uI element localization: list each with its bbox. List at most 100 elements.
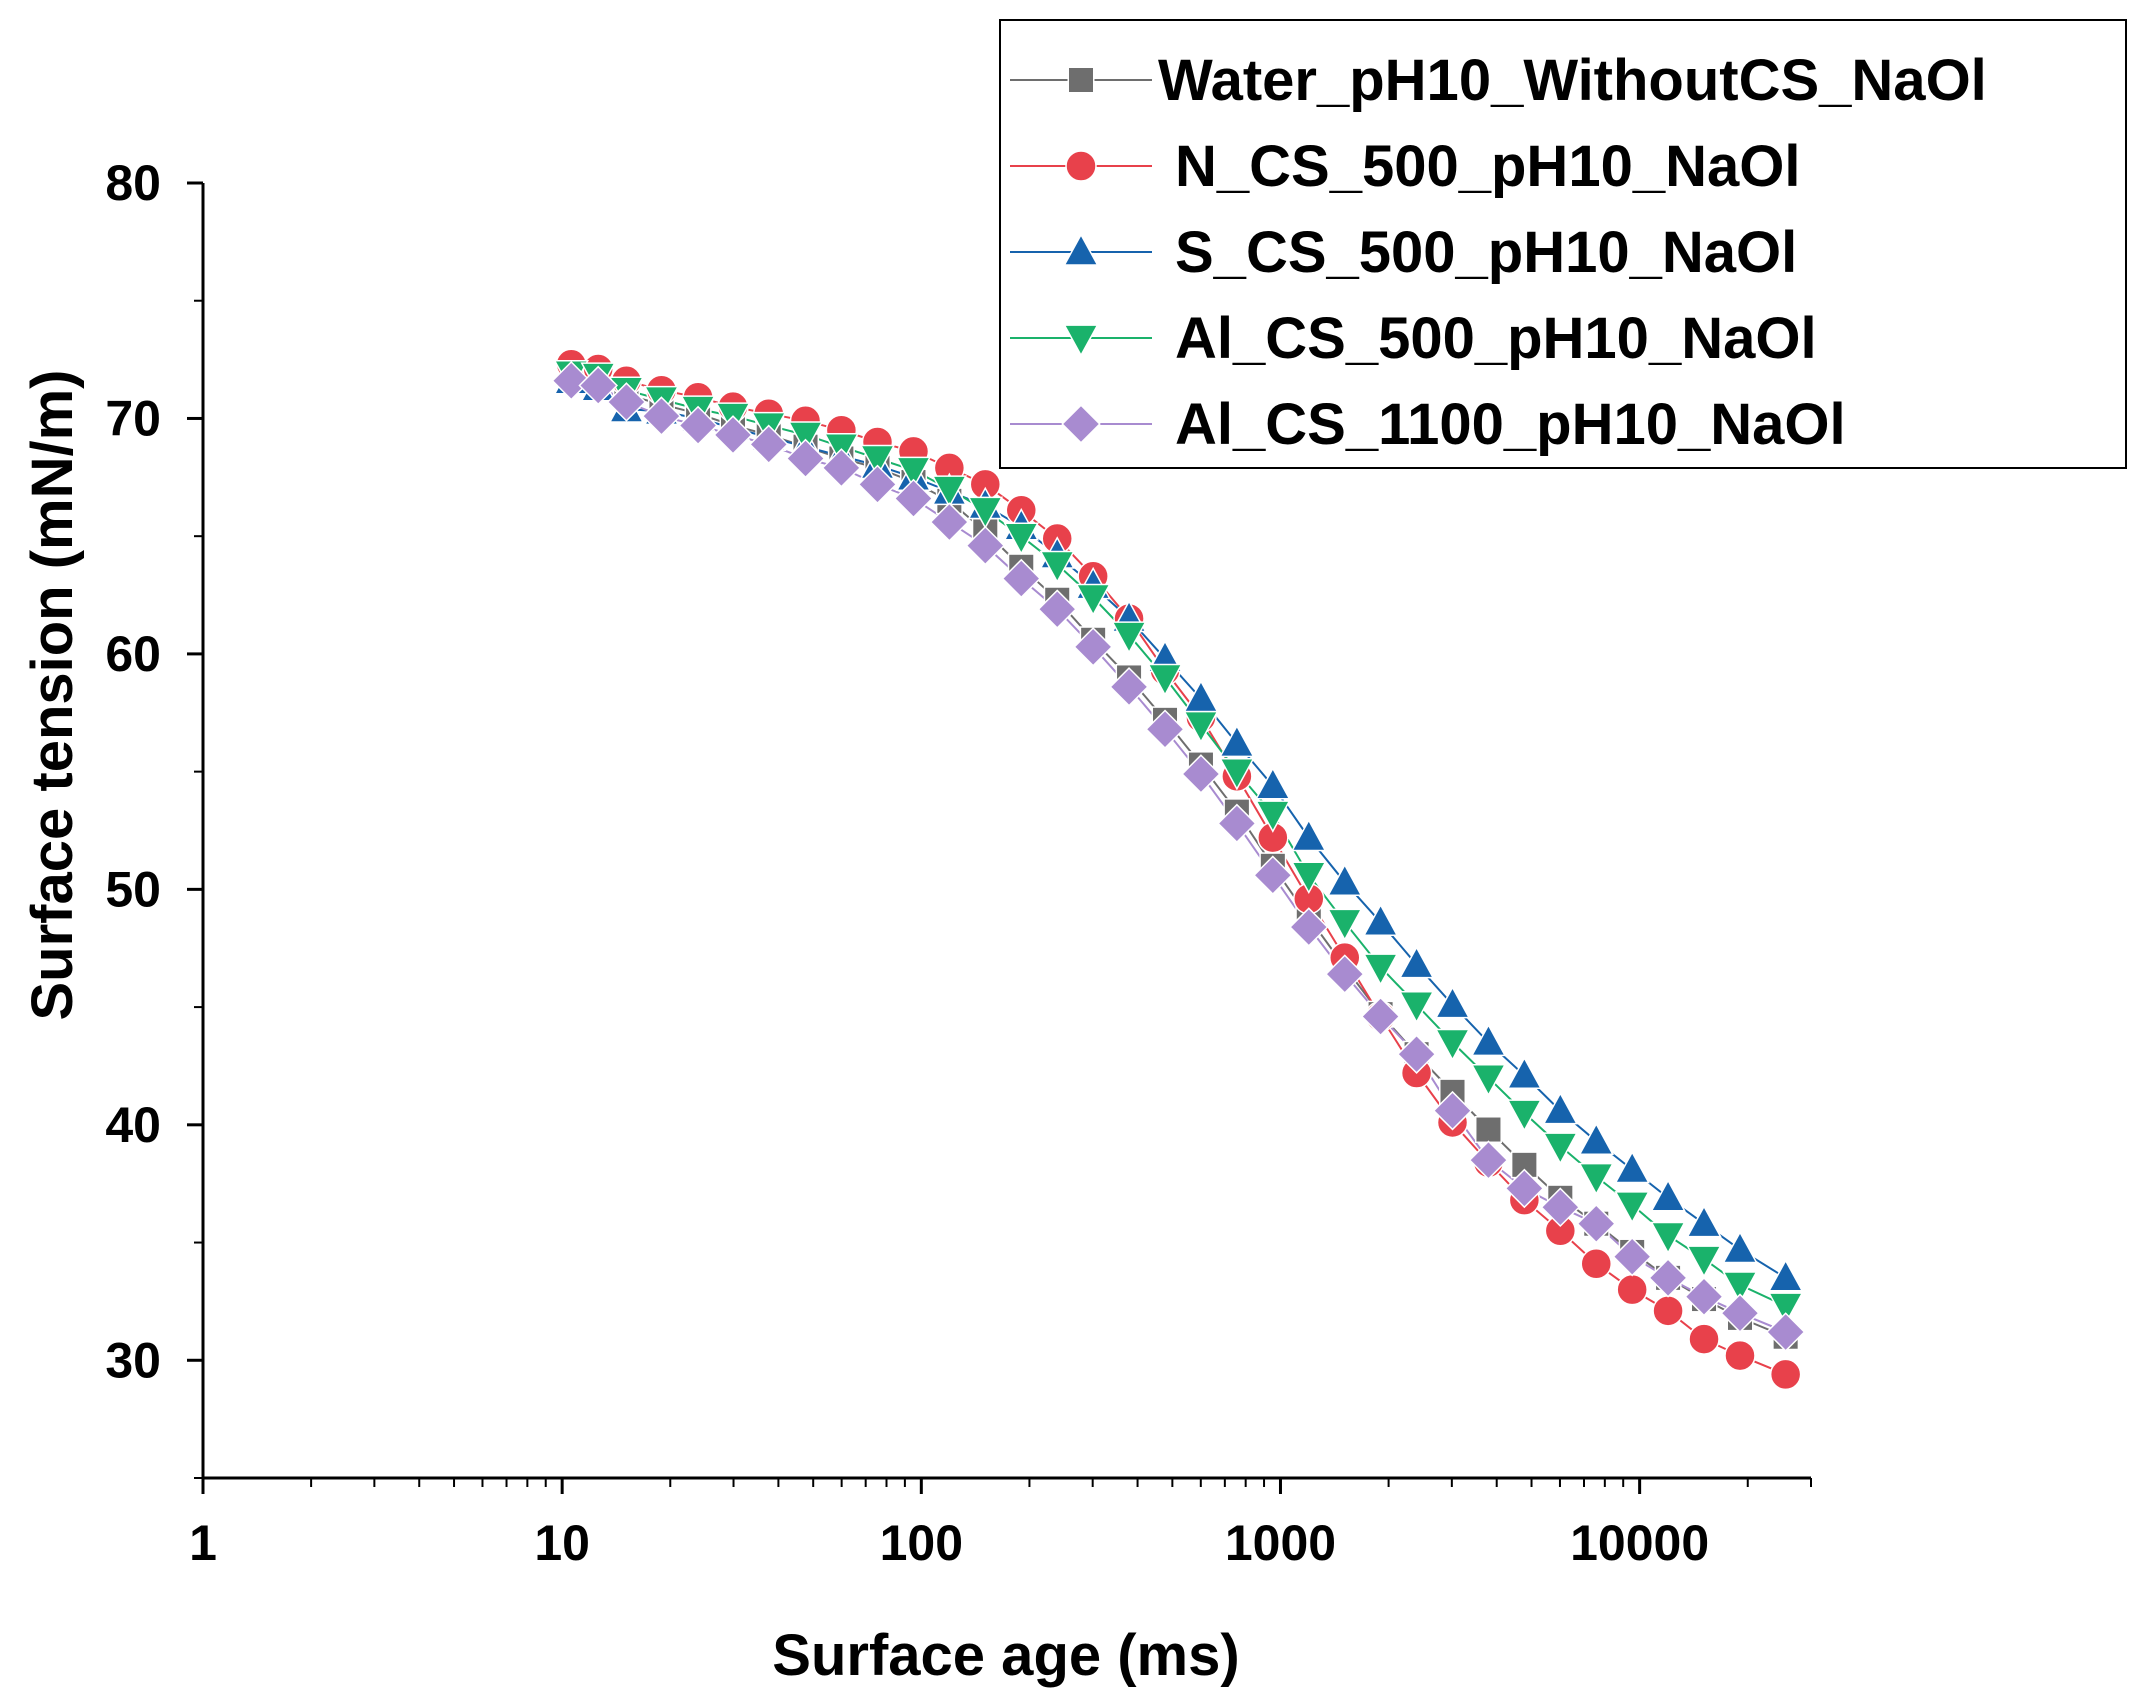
y-tick-label: 40 xyxy=(105,1097,161,1153)
data-point xyxy=(1145,709,1185,750)
data-point xyxy=(929,502,970,542)
data-point xyxy=(1183,710,1219,744)
legend-item: Water_pH10_WithoutCS_NaOl xyxy=(1010,48,1987,113)
data-point xyxy=(1767,1292,1804,1325)
data-point xyxy=(1219,757,1255,791)
axes: 1 10 100 1000 10000 30 40 50 60 70 80 xyxy=(105,155,1812,1571)
data-point xyxy=(1398,945,1435,979)
legend-marker xyxy=(1063,324,1099,357)
y-tick-label: 80 xyxy=(105,155,161,211)
data-point xyxy=(965,525,1006,566)
data-point xyxy=(1360,996,1401,1037)
legend-marker xyxy=(1065,150,1097,182)
data-point xyxy=(1434,1028,1471,1062)
data-point xyxy=(1470,1023,1507,1057)
data-point xyxy=(1542,1091,1579,1125)
data-point xyxy=(787,421,824,454)
x-tick-label: 10 xyxy=(534,1515,590,1571)
y-tick-label: 30 xyxy=(105,1332,161,1388)
data-point xyxy=(1506,1056,1543,1090)
data-point xyxy=(1684,1276,1724,1317)
data-point xyxy=(1614,1150,1650,1184)
data-point xyxy=(551,360,592,401)
legend: Water_pH10_WithoutCS_NaOl N_CS_500_pH10_N… xyxy=(999,19,2127,469)
data-point xyxy=(1362,953,1399,986)
data-point xyxy=(1147,663,1183,697)
y-axis-title: Surface tension (mN/m) xyxy=(20,370,85,1021)
data-point xyxy=(1073,627,1113,667)
data-point xyxy=(1255,800,1291,833)
data-point xyxy=(1686,1245,1722,1278)
data-point xyxy=(1724,1339,1756,1372)
data-point xyxy=(1576,1203,1617,1244)
data-point xyxy=(1504,1168,1545,1209)
x-tick-label: 1000 xyxy=(1225,1515,1336,1571)
data-point xyxy=(1650,1178,1686,1212)
legend-label: N_CS_500_pH10_NaOl xyxy=(1175,134,1800,199)
data-point xyxy=(1396,1034,1437,1074)
data-point xyxy=(1037,589,1078,629)
data-point xyxy=(1720,1293,1760,1333)
data-point xyxy=(678,405,718,446)
data-point xyxy=(1288,907,1329,947)
data-point xyxy=(895,456,932,490)
data-point xyxy=(1468,1140,1509,1180)
data-point xyxy=(1219,724,1255,758)
y-tick-label: 60 xyxy=(105,626,161,682)
data-point xyxy=(1652,1295,1684,1327)
data-point xyxy=(1109,667,1149,707)
legend-item: S_CS_500_pH10_NaOl xyxy=(1010,220,1797,285)
data-point xyxy=(821,448,862,488)
x-tick-label: 10000 xyxy=(1570,1515,1709,1571)
data-point xyxy=(859,444,896,478)
legend-item: N_CS_500_pH10_NaOl xyxy=(1010,134,1800,199)
data-point xyxy=(857,464,898,505)
data-point xyxy=(1291,861,1327,895)
legend-box xyxy=(999,19,2127,469)
data-point xyxy=(1111,621,1147,654)
y-tick-label: 70 xyxy=(105,390,161,446)
data-point xyxy=(1616,1273,1648,1306)
legend-label: Al_CS_1100_pH10_NaOl xyxy=(1175,392,1846,457)
data-point xyxy=(1001,558,1042,599)
series-markers-5 xyxy=(551,360,1806,1352)
data-point xyxy=(1650,1221,1686,1255)
data-point xyxy=(1769,1358,1802,1391)
data-point xyxy=(1540,1187,1581,1228)
data-point xyxy=(1326,908,1363,942)
legend-item: Al_CS_500_pH10_NaOl xyxy=(1010,306,1817,371)
data-point xyxy=(1765,1312,1806,1352)
x-axis-title: Surface age (ms) xyxy=(772,1623,1239,1688)
data-point xyxy=(713,415,753,455)
data-point xyxy=(1434,985,1471,1019)
data-point xyxy=(931,475,968,508)
data-point xyxy=(1324,954,1365,994)
legend-marker xyxy=(1061,404,1101,444)
data-point xyxy=(1648,1258,1688,1298)
data-point xyxy=(1217,803,1257,844)
series-markers-4 xyxy=(553,360,1804,1325)
data-point xyxy=(641,396,682,436)
series-markers xyxy=(551,348,1806,1391)
data-point xyxy=(1075,583,1111,617)
data-point xyxy=(1722,1230,1758,1264)
legend-label: Water_pH10_WithoutCS_NaOl xyxy=(1158,48,1987,113)
data-point xyxy=(1722,1271,1758,1304)
data-point xyxy=(578,365,619,406)
data-point xyxy=(748,424,789,465)
legend-marker xyxy=(1067,66,1095,94)
data-point xyxy=(1578,1122,1615,1155)
data-point xyxy=(893,478,934,519)
data-point xyxy=(1181,754,1221,794)
data-point xyxy=(1580,1247,1613,1280)
legend-marker xyxy=(1063,233,1099,266)
x-tick-label: 1 xyxy=(189,1515,217,1571)
data-point xyxy=(1291,818,1327,852)
data-point xyxy=(1612,1236,1652,1277)
data-point xyxy=(1542,1132,1579,1165)
data-point xyxy=(1326,863,1363,896)
data-point xyxy=(785,438,826,479)
x-tick-label: 100 xyxy=(880,1515,963,1571)
data-point xyxy=(1767,1259,1804,1292)
